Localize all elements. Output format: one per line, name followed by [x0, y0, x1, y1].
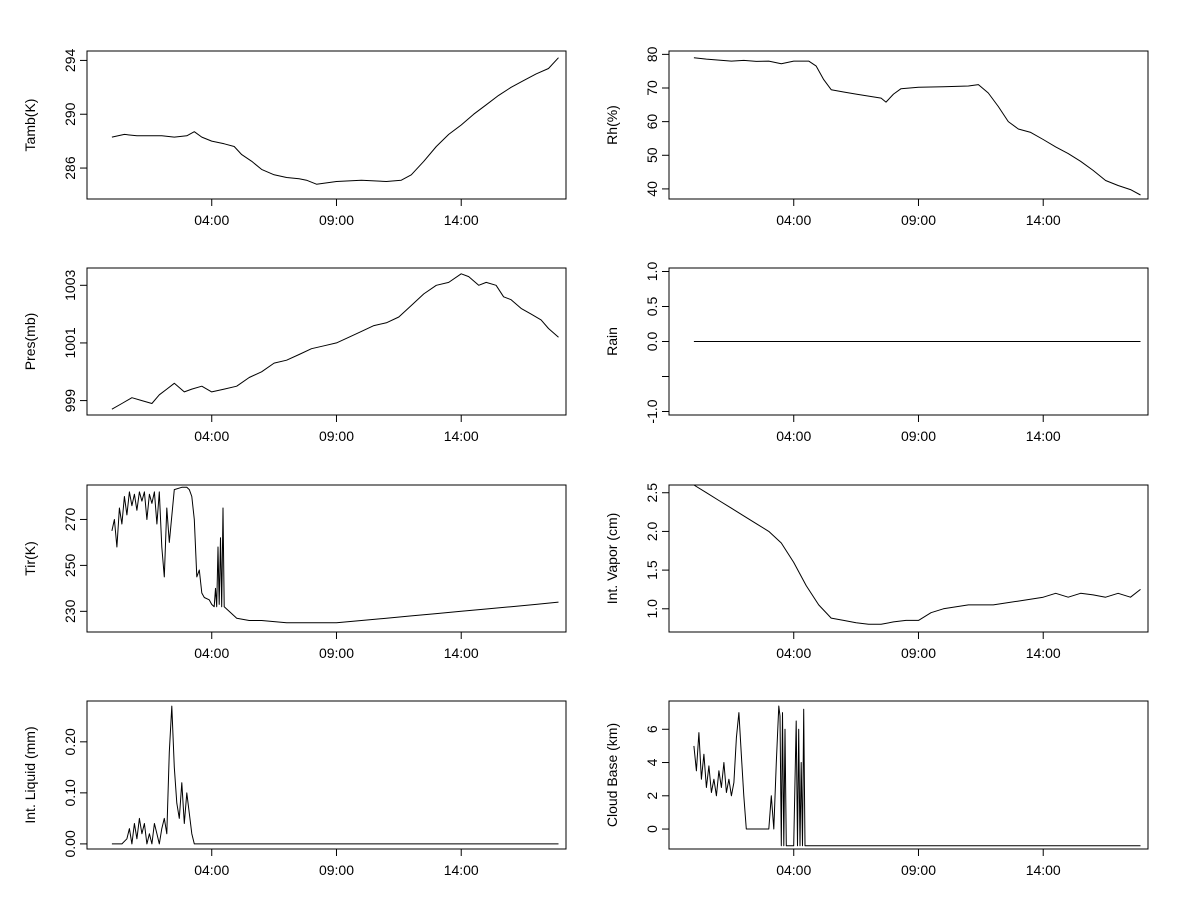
x-tick-label: 04:00: [194, 212, 229, 228]
x-tick-label: 09:00: [901, 645, 936, 661]
plot-frame: [668, 700, 1149, 850]
y-tick-label: 999: [62, 389, 78, 413]
x-tick-label: 14:00: [1026, 645, 1061, 661]
x-tick-label: 09:00: [901, 862, 936, 878]
plot-frame: [86, 484, 567, 633]
y-tick-label: 0: [644, 825, 660, 833]
y-tick-label: 40: [644, 181, 660, 197]
y-tick-label: 1.5: [644, 560, 660, 580]
x-tick-label: 14:00: [444, 212, 479, 228]
y-tick-label: 1.0: [644, 599, 660, 619]
y-tick-label: 60: [644, 114, 660, 130]
plot-frame: [86, 50, 567, 200]
series-line: [111, 57, 559, 185]
y-tick-label: 0.0: [644, 332, 660, 352]
series-line: [111, 486, 559, 624]
y-tick-label: 0.00: [62, 830, 78, 857]
x-tick-label: 04:00: [194, 645, 229, 661]
y-tick-label: 1001: [62, 327, 78, 358]
y-axis-label: Cloud Base (km): [604, 723, 620, 827]
panel-3: 04:00 09:00 14:00 999 1001 1003 Pres(mb): [22, 267, 567, 444]
y-tick-label: 250: [62, 553, 78, 577]
y-axis-label: Pres(mb): [22, 313, 38, 371]
x-tick-label: 14:00: [1026, 212, 1061, 228]
y-tick-label: 290: [62, 102, 78, 126]
y-tick-label: 80: [644, 46, 660, 62]
panel-8: 04:00 09:00 14:00 0 2 4 6 Cloud Base (km): [604, 700, 1149, 878]
series-line: [693, 705, 1141, 847]
y-axis-label: Rh(%): [604, 105, 620, 145]
y-tick-label: 0.5: [644, 297, 660, 317]
y-axis-label: Tamb(K): [22, 99, 38, 152]
y-tick-label: 6: [644, 725, 660, 733]
y-tick-label: 4: [644, 758, 660, 766]
panel-5: 04:00 09:00 14:00 230 250 270 Tir(K): [22, 484, 567, 661]
y-tick-label: 0.10: [62, 779, 78, 806]
y-tick-label: 286: [62, 156, 78, 180]
y-axis-label: Int. Vapor (cm): [604, 513, 620, 605]
y-tick-label: 50: [644, 147, 660, 163]
x-tick-label: 14:00: [1026, 862, 1061, 878]
x-tick-label: 04:00: [776, 862, 811, 878]
panel-6: 04:00 09:00 14:00 1.0 1.5 2.0 2.5 Int. Vapor (c…: [604, 483, 1149, 661]
series-line: [693, 57, 1141, 196]
y-tick-label: 230: [62, 599, 78, 623]
panel-1: 04:00 09:00 14:00 286 290 294 Tamb(K): [22, 49, 567, 228]
x-tick-label: 04:00: [776, 212, 811, 228]
x-tick-label: 09:00: [319, 862, 354, 878]
x-tick-label: 09:00: [319, 428, 354, 444]
x-tick-label: 14:00: [444, 428, 479, 444]
series-line: [693, 484, 1141, 625]
y-tick-label: 2.0: [644, 521, 660, 541]
y-axis-label: Int. Liquid (mm): [22, 726, 38, 823]
y-tick-label: 270: [62, 508, 78, 532]
plot-frame: [86, 700, 567, 850]
y-tick-label: 1.0: [644, 262, 660, 282]
x-tick-label: 14:00: [444, 862, 479, 878]
x-tick-label: 14:00: [444, 645, 479, 661]
panel-7: 04:00 09:00 14:00 0.00 0.10 0.20 Int. Liquid (…: [22, 700, 567, 878]
x-tick-label: 09:00: [901, 212, 936, 228]
y-tick-label: 294: [62, 49, 78, 73]
y-tick-label: 1003: [62, 270, 78, 301]
x-tick-label: 09:00: [901, 428, 936, 444]
panel-4: 04:00 09:00 14:00 -1.0 0.0 0.5 1.0 Rain: [604, 262, 1149, 444]
panel-2: 04:00 09:00 14:00 40 50 60 70 80 Rh(%): [604, 46, 1149, 228]
x-tick-label: 04:00: [776, 428, 811, 444]
x-tick-label: 04:00: [194, 862, 229, 878]
y-tick-label: 2.5: [644, 483, 660, 503]
plot-frame: [86, 267, 567, 416]
y-tick-label: 0.20: [62, 728, 78, 755]
x-tick-label: 09:00: [319, 645, 354, 661]
x-tick-label: 09:00: [319, 212, 354, 228]
y-axis-label: Rain: [604, 327, 620, 356]
x-tick-label: 04:00: [776, 645, 811, 661]
series-line: [111, 705, 559, 845]
y-axis-label: Tir(K): [22, 541, 38, 575]
series-line: [111, 273, 559, 410]
x-tick-label: 04:00: [194, 428, 229, 444]
plot-frame: [668, 484, 1149, 633]
y-tick-label: 2: [644, 792, 660, 800]
y-tick-label: -1.0: [644, 399, 660, 423]
x-tick-label: 14:00: [1026, 428, 1061, 444]
plot-frame: [668, 50, 1149, 200]
y-tick-label: 70: [644, 80, 660, 96]
